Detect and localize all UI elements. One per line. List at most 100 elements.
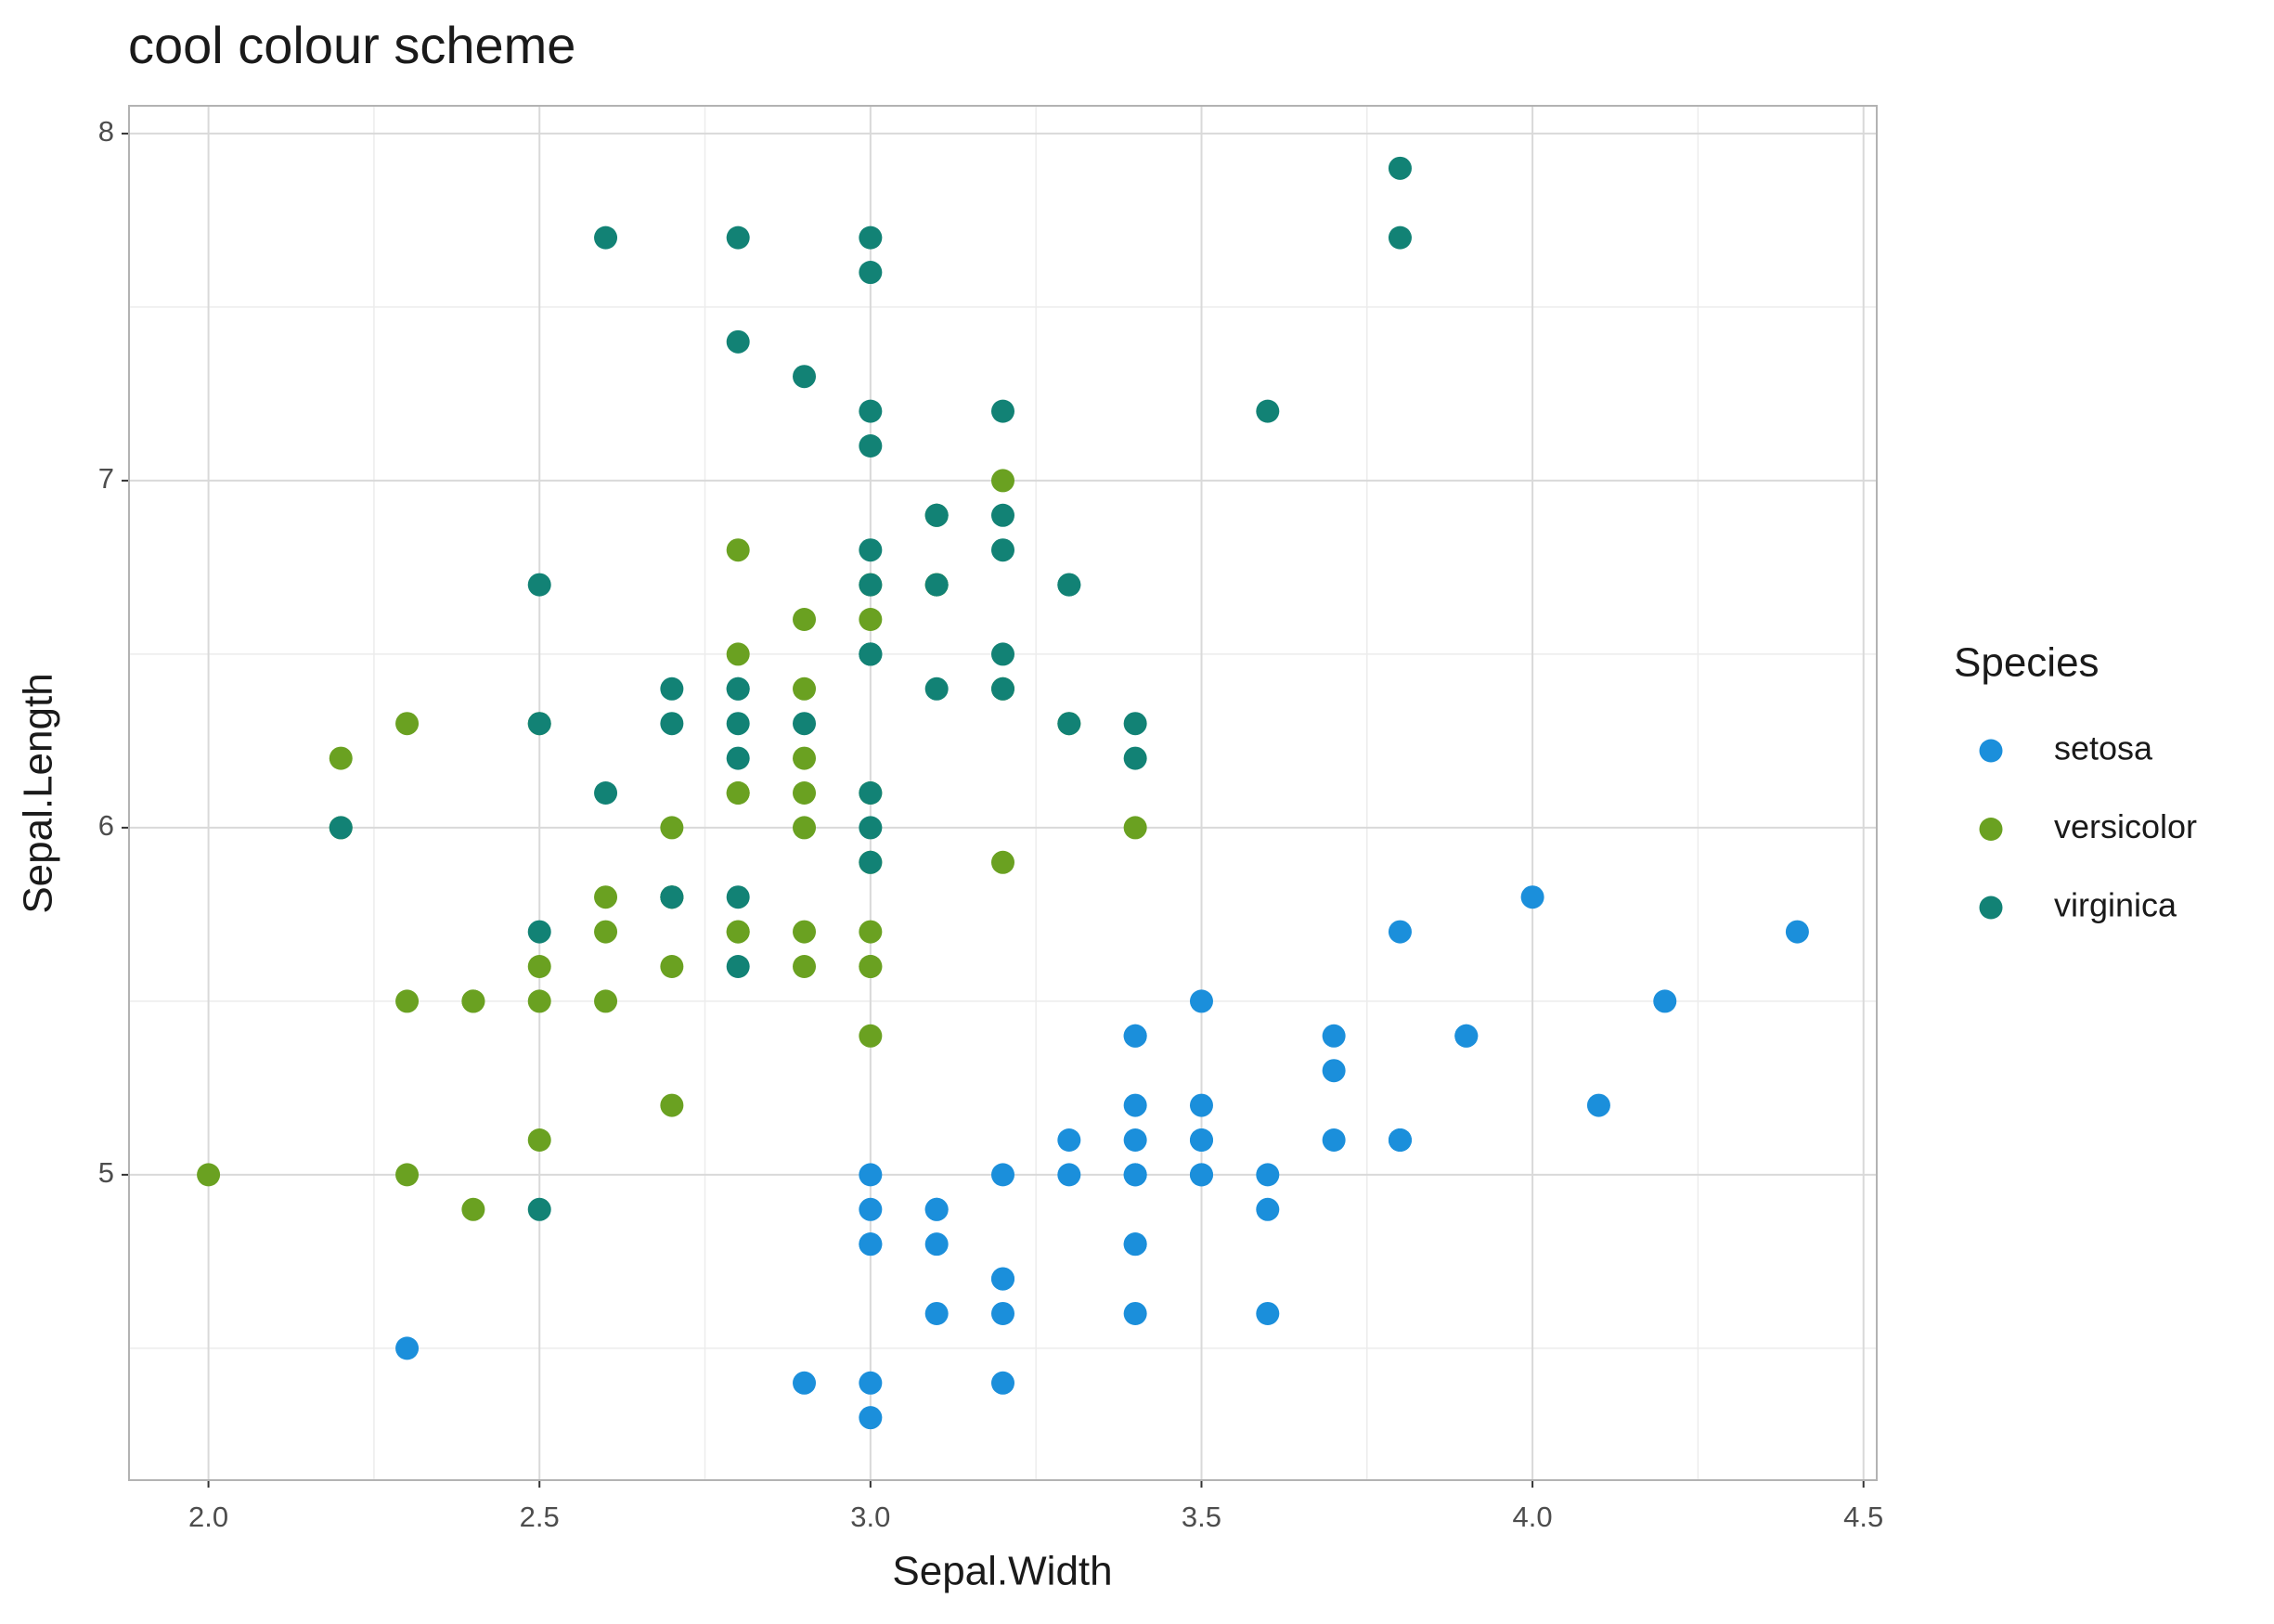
y-tick-label: 6 xyxy=(98,809,114,842)
point xyxy=(527,573,551,597)
point xyxy=(726,538,750,562)
point xyxy=(793,746,817,770)
x-tick-label: 4.5 xyxy=(1843,1501,1883,1533)
point xyxy=(1322,1059,1346,1083)
legend-key xyxy=(1979,739,2003,763)
point xyxy=(859,781,883,805)
point xyxy=(991,399,1014,423)
point xyxy=(1388,226,1412,250)
point xyxy=(726,746,750,770)
point xyxy=(991,642,1014,666)
point xyxy=(793,365,817,389)
point xyxy=(1123,1163,1147,1187)
point xyxy=(859,399,883,423)
point xyxy=(793,816,817,840)
point xyxy=(1388,920,1412,944)
point xyxy=(726,954,750,978)
point xyxy=(793,712,817,736)
point xyxy=(1123,746,1147,770)
point xyxy=(726,329,750,354)
point xyxy=(1123,1128,1147,1152)
point xyxy=(1189,1163,1213,1187)
point xyxy=(924,503,949,527)
point xyxy=(1123,1301,1147,1325)
point xyxy=(924,1197,949,1221)
point xyxy=(1057,573,1081,597)
point xyxy=(726,226,750,250)
point xyxy=(329,746,353,770)
point xyxy=(1123,712,1147,736)
point xyxy=(991,503,1014,527)
point xyxy=(660,677,684,701)
point xyxy=(793,677,817,701)
point xyxy=(859,1197,883,1221)
plot-border xyxy=(128,105,1878,1481)
point xyxy=(793,954,817,978)
point xyxy=(1123,1232,1147,1257)
point xyxy=(859,920,883,944)
point xyxy=(859,1024,883,1048)
point xyxy=(395,989,420,1013)
point xyxy=(594,781,618,805)
point xyxy=(1520,885,1544,909)
point xyxy=(859,954,883,978)
legend-key xyxy=(1979,818,2003,841)
point xyxy=(924,1301,949,1325)
point xyxy=(859,1163,883,1187)
point xyxy=(924,573,949,597)
point xyxy=(726,781,750,805)
point xyxy=(793,920,817,944)
point xyxy=(1322,1128,1346,1152)
point xyxy=(1189,1093,1213,1117)
legend-label: setosa xyxy=(2054,729,2153,767)
x-tick-label: 2.0 xyxy=(188,1501,228,1533)
point xyxy=(1256,1197,1280,1221)
point xyxy=(1322,1024,1346,1048)
point xyxy=(1256,1301,1280,1325)
point xyxy=(527,1197,551,1221)
point xyxy=(859,1406,883,1430)
point xyxy=(527,954,551,978)
point xyxy=(1189,989,1213,1013)
point xyxy=(859,226,883,250)
point xyxy=(1785,920,1809,944)
point xyxy=(660,954,684,978)
point xyxy=(1388,156,1412,180)
y-tick-label: 7 xyxy=(98,462,114,495)
point xyxy=(924,1232,949,1257)
point xyxy=(527,712,551,736)
point xyxy=(594,920,618,944)
point xyxy=(1123,816,1147,840)
point xyxy=(793,1371,817,1395)
x-tick-label: 2.5 xyxy=(520,1501,560,1533)
point xyxy=(1454,1024,1479,1048)
point xyxy=(859,261,883,285)
point xyxy=(1123,1024,1147,1048)
point xyxy=(859,816,883,840)
point xyxy=(527,1128,551,1152)
point xyxy=(395,712,420,736)
point xyxy=(1388,1128,1412,1152)
legend-label: versicolor xyxy=(2054,807,2197,845)
point xyxy=(594,989,618,1013)
x-tick-label: 3.0 xyxy=(850,1501,890,1533)
point xyxy=(527,989,551,1013)
point xyxy=(991,469,1014,493)
point xyxy=(1189,1128,1213,1152)
y-tick-label: 5 xyxy=(98,1156,114,1189)
point xyxy=(859,1232,883,1257)
point xyxy=(461,989,485,1013)
point xyxy=(726,885,750,909)
point xyxy=(660,816,684,840)
point xyxy=(991,677,1014,701)
point xyxy=(991,538,1014,562)
point xyxy=(594,226,618,250)
point xyxy=(395,1163,420,1187)
point xyxy=(1057,1163,1081,1187)
point xyxy=(859,608,883,632)
point xyxy=(395,1336,420,1360)
point xyxy=(859,434,883,458)
x-tick-label: 3.5 xyxy=(1182,1501,1221,1533)
